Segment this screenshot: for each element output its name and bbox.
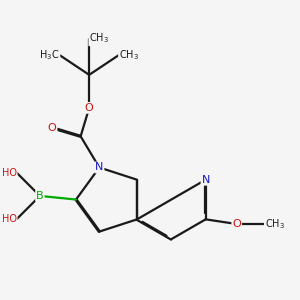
Text: HO: HO bbox=[2, 168, 17, 178]
Text: O: O bbox=[85, 103, 94, 113]
Text: CH$_3$: CH$_3$ bbox=[89, 32, 109, 45]
Text: CH$_3$: CH$_3$ bbox=[265, 217, 285, 231]
Text: N: N bbox=[202, 175, 210, 185]
Text: HO: HO bbox=[2, 214, 17, 224]
Text: O: O bbox=[48, 123, 56, 133]
Text: CH$_3$: CH$_3$ bbox=[119, 48, 139, 62]
Text: O: O bbox=[232, 219, 241, 229]
Text: N: N bbox=[95, 163, 103, 172]
Text: H$_3$C: H$_3$C bbox=[39, 48, 59, 62]
Text: B: B bbox=[36, 191, 44, 201]
